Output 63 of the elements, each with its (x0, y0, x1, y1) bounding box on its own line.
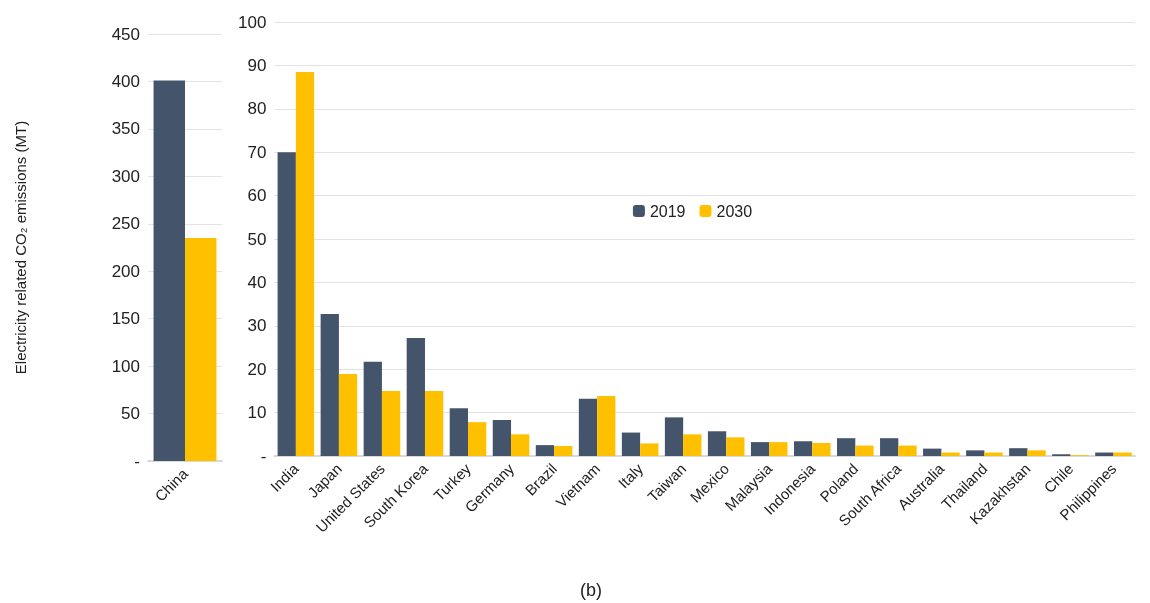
bar (621, 432, 641, 456)
bar (923, 448, 942, 456)
y-tick-label: 20 (247, 359, 267, 379)
bar (941, 452, 960, 456)
bar (554, 446, 573, 456)
bar (769, 442, 788, 456)
bar (578, 398, 598, 456)
bar (511, 434, 530, 456)
bar (726, 437, 745, 456)
bar (837, 438, 856, 456)
y-tick-label: 90 (247, 55, 267, 75)
bar (793, 441, 813, 456)
x-tick-label: Italy (614, 459, 647, 492)
text: (b) (580, 580, 602, 600)
bar (683, 434, 702, 456)
bar (855, 445, 874, 456)
bar (363, 361, 382, 456)
bar (1027, 450, 1046, 456)
y-tick-label: 300 (111, 166, 140, 186)
y-tick-label: 40 (247, 272, 267, 292)
bar (750, 442, 770, 456)
y-tick-label: 100 (111, 356, 140, 376)
y-tick-label: 200 (111, 261, 140, 281)
y-tick-label: 350 (111, 119, 140, 139)
y-tick-label: 50 (121, 404, 140, 424)
bar (492, 419, 512, 456)
bar (1009, 448, 1028, 456)
bar (424, 390, 444, 456)
bar (966, 450, 985, 456)
y-axis-title: Electricity related CO₂ emissions (MT) (12, 120, 29, 375)
bar (880, 438, 899, 456)
y-tick-label: 100 (237, 12, 267, 32)
bar (898, 445, 917, 456)
y-tick-label: 70 (247, 142, 267, 162)
bar (812, 442, 831, 456)
bar (535, 445, 555, 456)
bar (597, 396, 616, 456)
bar (381, 390, 401, 456)
y-tick-label: 250 (111, 214, 140, 234)
bar (468, 422, 487, 456)
y-tick-label: 450 (111, 24, 140, 44)
bar (338, 373, 358, 456)
y-tick-label: 400 (111, 71, 140, 91)
y-tick-label: 30 (247, 316, 267, 336)
bar (1113, 452, 1132, 456)
bar (295, 71, 315, 456)
y-tick-label: - (134, 451, 140, 471)
y-tick-label: 10 (247, 403, 267, 423)
y-tick-label: - (260, 446, 267, 466)
y-tick-label: 50 (247, 229, 267, 249)
y-tick-label: 60 (247, 186, 267, 206)
legend-label: 2030 (716, 202, 753, 220)
bar (277, 152, 296, 456)
bar (640, 443, 659, 456)
bar (320, 314, 339, 456)
legend-label: 2019 (649, 202, 686, 220)
y-tick-label: 150 (111, 309, 140, 329)
bar (449, 408, 469, 456)
y-tick-label: 80 (247, 99, 267, 119)
bar (984, 452, 1003, 456)
bar (406, 337, 425, 456)
bar (664, 417, 684, 456)
bar (707, 431, 727, 456)
